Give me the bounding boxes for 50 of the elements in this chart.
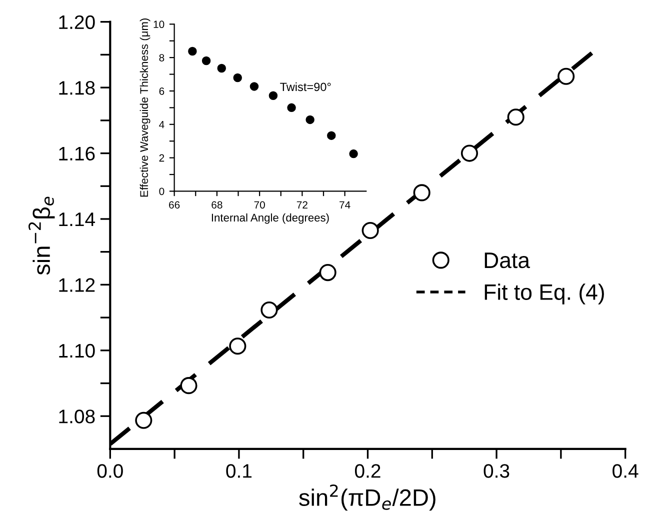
annotation: Twist=90° (280, 82, 331, 92)
y-tick-label: 1.16 (59, 146, 95, 161)
y-tick-label: 1.08 (59, 410, 95, 424)
legend-label: Data (484, 252, 530, 268)
point (327, 131, 336, 140)
point (413, 184, 430, 202)
point (135, 412, 152, 429)
point (229, 338, 246, 355)
point (319, 264, 336, 282)
y-tick-label: 6 (159, 87, 164, 95)
x-axis-title: Internal Angle (degrees) (212, 213, 329, 224)
point (507, 108, 524, 126)
x-tick-label: 66 (169, 201, 180, 209)
point (188, 46, 197, 56)
x-tick-label: 0.2 (354, 464, 380, 478)
y-tick-label: 1.20 (59, 15, 95, 30)
point (287, 103, 296, 112)
x-axis-title: sin$^{2}$(πD$_{e}$/2D) (299, 484, 436, 511)
x-tick-label: 0.0 (97, 464, 123, 478)
x-tick-label: 74 (340, 201, 350, 208)
y-tick-label: 1.10 (59, 344, 95, 358)
y-tick-label: 4 (159, 120, 164, 128)
x-tick-label: 72 (296, 201, 308, 208)
point (180, 377, 198, 394)
point (202, 56, 211, 66)
y-axis-title: Effective Waveguide Thickness (μm) (140, 18, 150, 197)
point (260, 301, 278, 319)
x-tick-label: 68 (212, 201, 222, 209)
point (250, 82, 259, 91)
y-tick-label: 1.14 (59, 212, 96, 226)
legend-label: Fit to Eq. (4) (484, 284, 604, 304)
y-tick-label: 1.18 (59, 81, 95, 95)
y-tick-label: 0 (159, 188, 164, 196)
x-tick-label: 0.4 (612, 464, 638, 478)
x-tick-label: 0.1 (226, 464, 252, 478)
point (460, 144, 478, 162)
point (233, 73, 242, 82)
x-tick-label: 70 (254, 201, 265, 209)
point (268, 91, 278, 100)
y-tick-label: 10 (154, 20, 164, 28)
point (362, 222, 379, 240)
y-tick-label: 2 (159, 154, 164, 162)
point (558, 68, 575, 85)
y-tick-label: 1.12 (59, 278, 95, 292)
y-tick-label: 8 (159, 54, 164, 62)
point (349, 149, 358, 158)
point (306, 115, 314, 124)
point (217, 64, 226, 73)
y-axis-title: sin$^{−2}$β$_{e}$ (28, 196, 55, 275)
x-tick-label: 0.3 (484, 464, 510, 478)
